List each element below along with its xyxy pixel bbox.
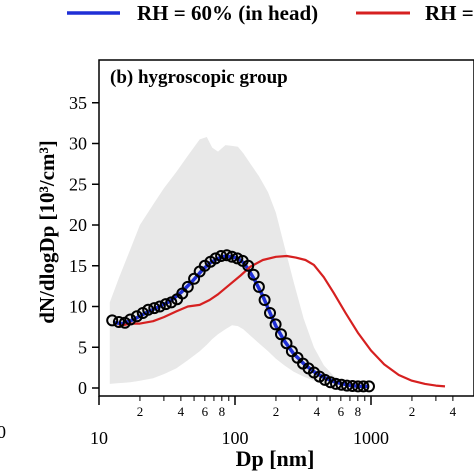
red-series-line — [118, 254, 446, 388]
x-minor-tick-label: 2 — [273, 404, 280, 419]
x-minor-tick-label: 8 — [219, 404, 226, 419]
data-point-marker — [112, 316, 125, 328]
data-point-marker — [247, 268, 260, 281]
legend-label-red: RH = — [425, 1, 474, 25]
y-tick-label: 10 — [69, 297, 87, 317]
x-minor-tick-label: 4 — [314, 404, 321, 419]
y-tick-label: 0 — [78, 378, 87, 398]
x-major-tick-label: 100 — [222, 428, 249, 448]
x-major-tick-label: 10 — [90, 428, 108, 448]
x-axis-title: Dp [nm] — [236, 446, 315, 471]
data-point-marker — [357, 380, 370, 393]
data-point-marker — [335, 378, 348, 391]
x-minor-tick-label: 6 — [338, 404, 345, 419]
data-point-marker — [209, 252, 222, 265]
data-point-marker — [220, 249, 233, 262]
y-tick-label: 30 — [69, 134, 87, 154]
data-point-marker — [363, 380, 375, 393]
x-minor-tick-label: 6 — [202, 404, 209, 419]
data-point-marker — [188, 272, 201, 285]
data-point-marker — [258, 294, 271, 306]
data-point-marker — [181, 280, 194, 293]
data-point-marker — [330, 377, 342, 390]
y-tick-label: 35 — [69, 93, 87, 113]
data-point-marker — [165, 296, 178, 309]
data-point-marker — [142, 303, 155, 316]
data-point-marker — [252, 280, 265, 293]
x-minor-tick-label: 8 — [355, 404, 362, 419]
x-minor-tick-label: 4 — [178, 404, 185, 419]
observation-markers — [106, 249, 375, 393]
y-tick-label: 5 — [78, 337, 87, 357]
x-major-tick-label: 1000 — [353, 428, 389, 448]
legend: RH = 60% (in head) RH = — [67, 1, 474, 25]
legend-label-blue: RH = 60% (in head) — [137, 1, 318, 25]
y-tick-label: 15 — [69, 256, 87, 276]
y-axis-title: dN/dlogDp [10³/cm³] — [35, 140, 59, 324]
data-point-marker — [242, 259, 255, 272]
y-tick-label: 20 — [69, 215, 87, 235]
plot-frame — [98, 59, 474, 397]
data-point-marker — [319, 373, 331, 386]
data-point-marker — [153, 300, 166, 313]
data-point-marker — [226, 250, 238, 263]
data-point-marker — [159, 298, 172, 311]
clipped-left-tick-label: 0 — [0, 422, 6, 442]
panel-label: (b) hygroscopic group — [110, 67, 288, 88]
x-minor-tick-label: 2 — [137, 404, 144, 419]
data-point-marker — [124, 313, 137, 326]
data-point-marker — [130, 310, 143, 323]
data-point-marker — [106, 314, 119, 327]
data-point-marker — [280, 337, 293, 350]
data-point-marker — [341, 379, 353, 392]
data-point-marker — [275, 328, 287, 341]
x-minor-tick-label: 4 — [450, 404, 457, 419]
data-point-marker — [324, 376, 337, 389]
data-point-marker — [148, 302, 161, 315]
data-point-marker — [264, 307, 276, 319]
data-point-marker — [269, 318, 282, 331]
y-tick-label: 25 — [69, 174, 87, 194]
x-minor-tick-label: 2 — [409, 404, 416, 419]
